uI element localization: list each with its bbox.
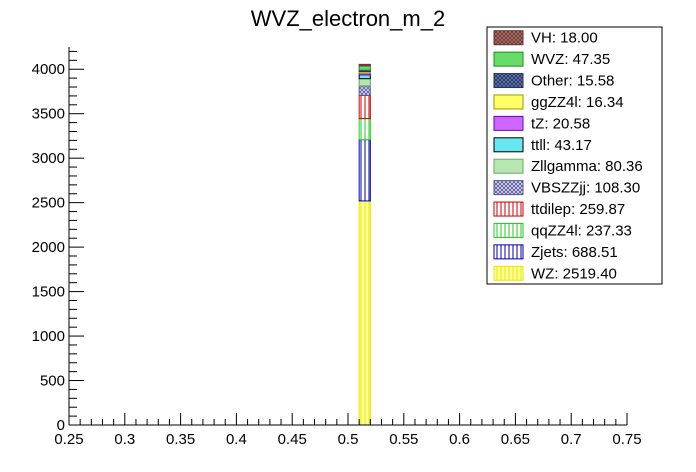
- bar-segment-wz: [358, 200, 371, 426]
- bar-segment-qqzz4l: [358, 118, 371, 141]
- legend-label-other: Other: 15.58: [531, 73, 614, 90]
- legend-swatch-zllgamma: [493, 158, 524, 174]
- bar-segment-wvz: [358, 65, 371, 71]
- legend-swatch-qqzz4l: [493, 222, 524, 238]
- x-tick-label: 0.75: [612, 431, 641, 448]
- x-tick-label: 0.35: [166, 431, 195, 448]
- y-tick-label: 2000: [32, 239, 65, 256]
- bar-segment-zjets: [358, 139, 371, 202]
- legend-swatch-ttll: [493, 137, 524, 153]
- x-tick-label: 0.4: [226, 431, 247, 448]
- axes-layer: 0.25 0.3 0.35 0.4 0.45 0.5 0.55 0.6 0.65 0.7 0.75 0…: [32, 47, 642, 448]
- x-tick-label: 0.55: [389, 431, 418, 448]
- y-tick-label: 0: [57, 417, 65, 434]
- legend-label-zjets: Zjets: 688.51: [531, 244, 618, 261]
- x-tick-label: 0.5: [338, 431, 359, 448]
- bar-segment-zllgamma: [358, 78, 371, 87]
- bars-layer: [358, 63, 371, 426]
- legend-label-zllgamma: Zllgamma: 80.36: [531, 158, 643, 175]
- legend-label-qqzz4l: qqZZ4l: 237.33: [531, 222, 632, 239]
- bar-segment-ttll: [358, 74, 371, 80]
- legend-swatch-other: [493, 73, 524, 89]
- bar-segment-vbszzjj: [358, 85, 371, 96]
- legend-label-vbszzjj: VBSZZjj: 108.30: [531, 180, 640, 197]
- legend-swatch-tz: [493, 115, 524, 131]
- y-tick-label: 2500: [32, 195, 65, 212]
- legend-swatch-ttdilep: [493, 201, 524, 217]
- x-tick-label: 0.3: [114, 431, 135, 448]
- x-tick-label: 0.65: [501, 431, 530, 448]
- x-tick-label: 0.7: [561, 431, 582, 448]
- legend-label-ttll: ttll: 43.17: [531, 137, 592, 154]
- y-tick-label: 1500: [32, 284, 65, 301]
- legend-swatch-wvz: [493, 51, 524, 67]
- y-tick-label: 3000: [32, 150, 65, 167]
- chart-title: WVZ_electron_m_2: [251, 6, 445, 31]
- legend-swatch-ggzz4l: [493, 94, 524, 110]
- y-tick-label: 500: [40, 373, 65, 390]
- legend-box: [486, 26, 663, 285]
- legend-swatch-zjets: [493, 244, 524, 260]
- legend: VH: 18.00 WVZ: 47.35 Other: 15.58 ggZZ4l: 1…: [486, 26, 663, 285]
- legend-swatch-vbszzjj: [493, 180, 524, 196]
- legend-label-tz: tZ: 20.58: [531, 115, 590, 132]
- legend-label-wvz: WVZ: 47.35: [531, 51, 610, 68]
- x-tick-label: 0.6: [449, 431, 470, 448]
- legend-swatch-wz: [493, 265, 524, 281]
- y-tick-label: 1000: [32, 328, 65, 345]
- legend-label-vh: VH: 18.00: [531, 30, 598, 47]
- bar-segment-ttdilep: [358, 94, 371, 120]
- x-tick-label: 0.25: [54, 431, 83, 448]
- x-tick-label: 0.45: [278, 431, 307, 448]
- bar-segment-vh: [358, 63, 371, 67]
- legend-label-ttdilep: ttdilep: 259.87: [531, 201, 625, 218]
- legend-swatch-vh: [493, 30, 524, 46]
- legend-label-wz: WZ: 2519.40: [531, 265, 617, 282]
- y-tick-label: 4000: [32, 61, 65, 78]
- legend-label-ggzz4l: ggZZ4l: 16.34: [531, 94, 624, 111]
- y-tick-label: 3500: [32, 106, 65, 123]
